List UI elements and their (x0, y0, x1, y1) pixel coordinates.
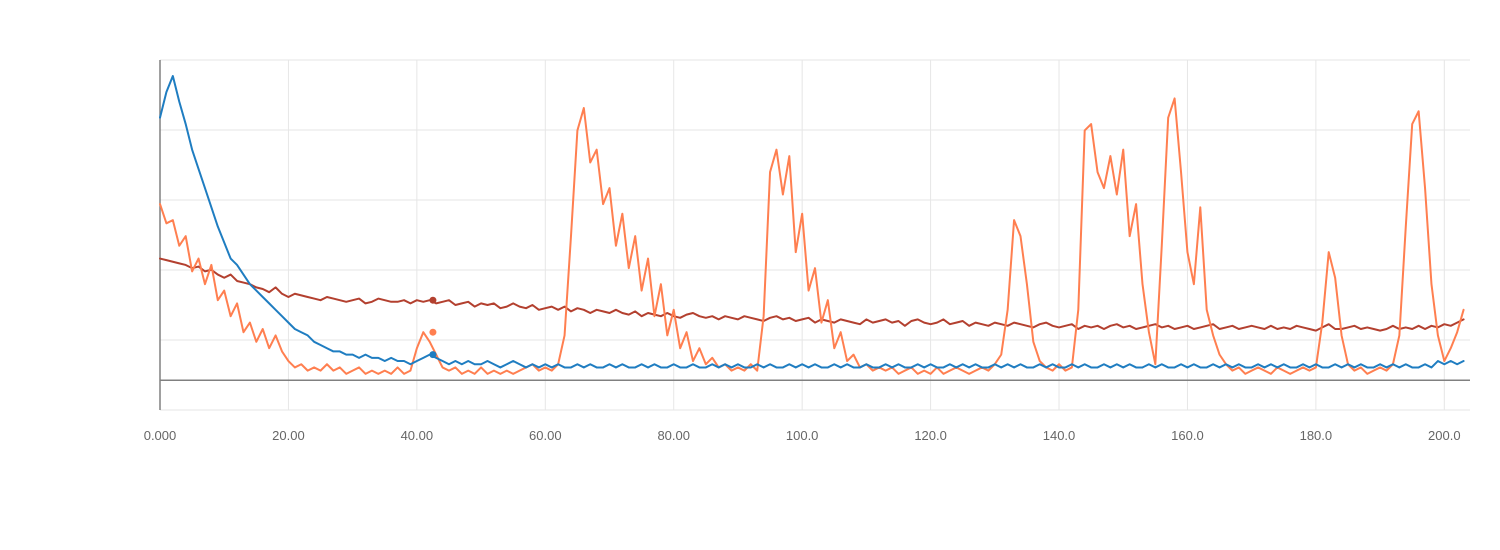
marker-blue (429, 351, 436, 358)
x-tick-label: 100.0 (786, 428, 819, 443)
x-tick-label: 160.0 (1171, 428, 1204, 443)
x-tick-label: 20.00 (272, 428, 305, 443)
x-tick-label: 140.0 (1043, 428, 1076, 443)
x-tick-label: 60.00 (529, 428, 562, 443)
x-tick-label: 80.00 (657, 428, 690, 443)
x-tick-label: 180.0 (1300, 428, 1333, 443)
line-chart: 0.000 20.00 40.00 60.00 80.00 100.0 120.0 140.0… (0, 0, 1500, 550)
marker-dark-red (429, 297, 436, 304)
marker-orange (429, 329, 436, 336)
x-tick-label: 200.0 (1428, 428, 1461, 443)
x-tick-label: 40.00 (401, 428, 434, 443)
chart-svg: 0.000 20.00 40.00 60.00 80.00 100.0 120.0 140.0… (0, 0, 1500, 550)
x-tick-label: 0.000 (144, 428, 177, 443)
x-tick-label: 120.0 (914, 428, 947, 443)
